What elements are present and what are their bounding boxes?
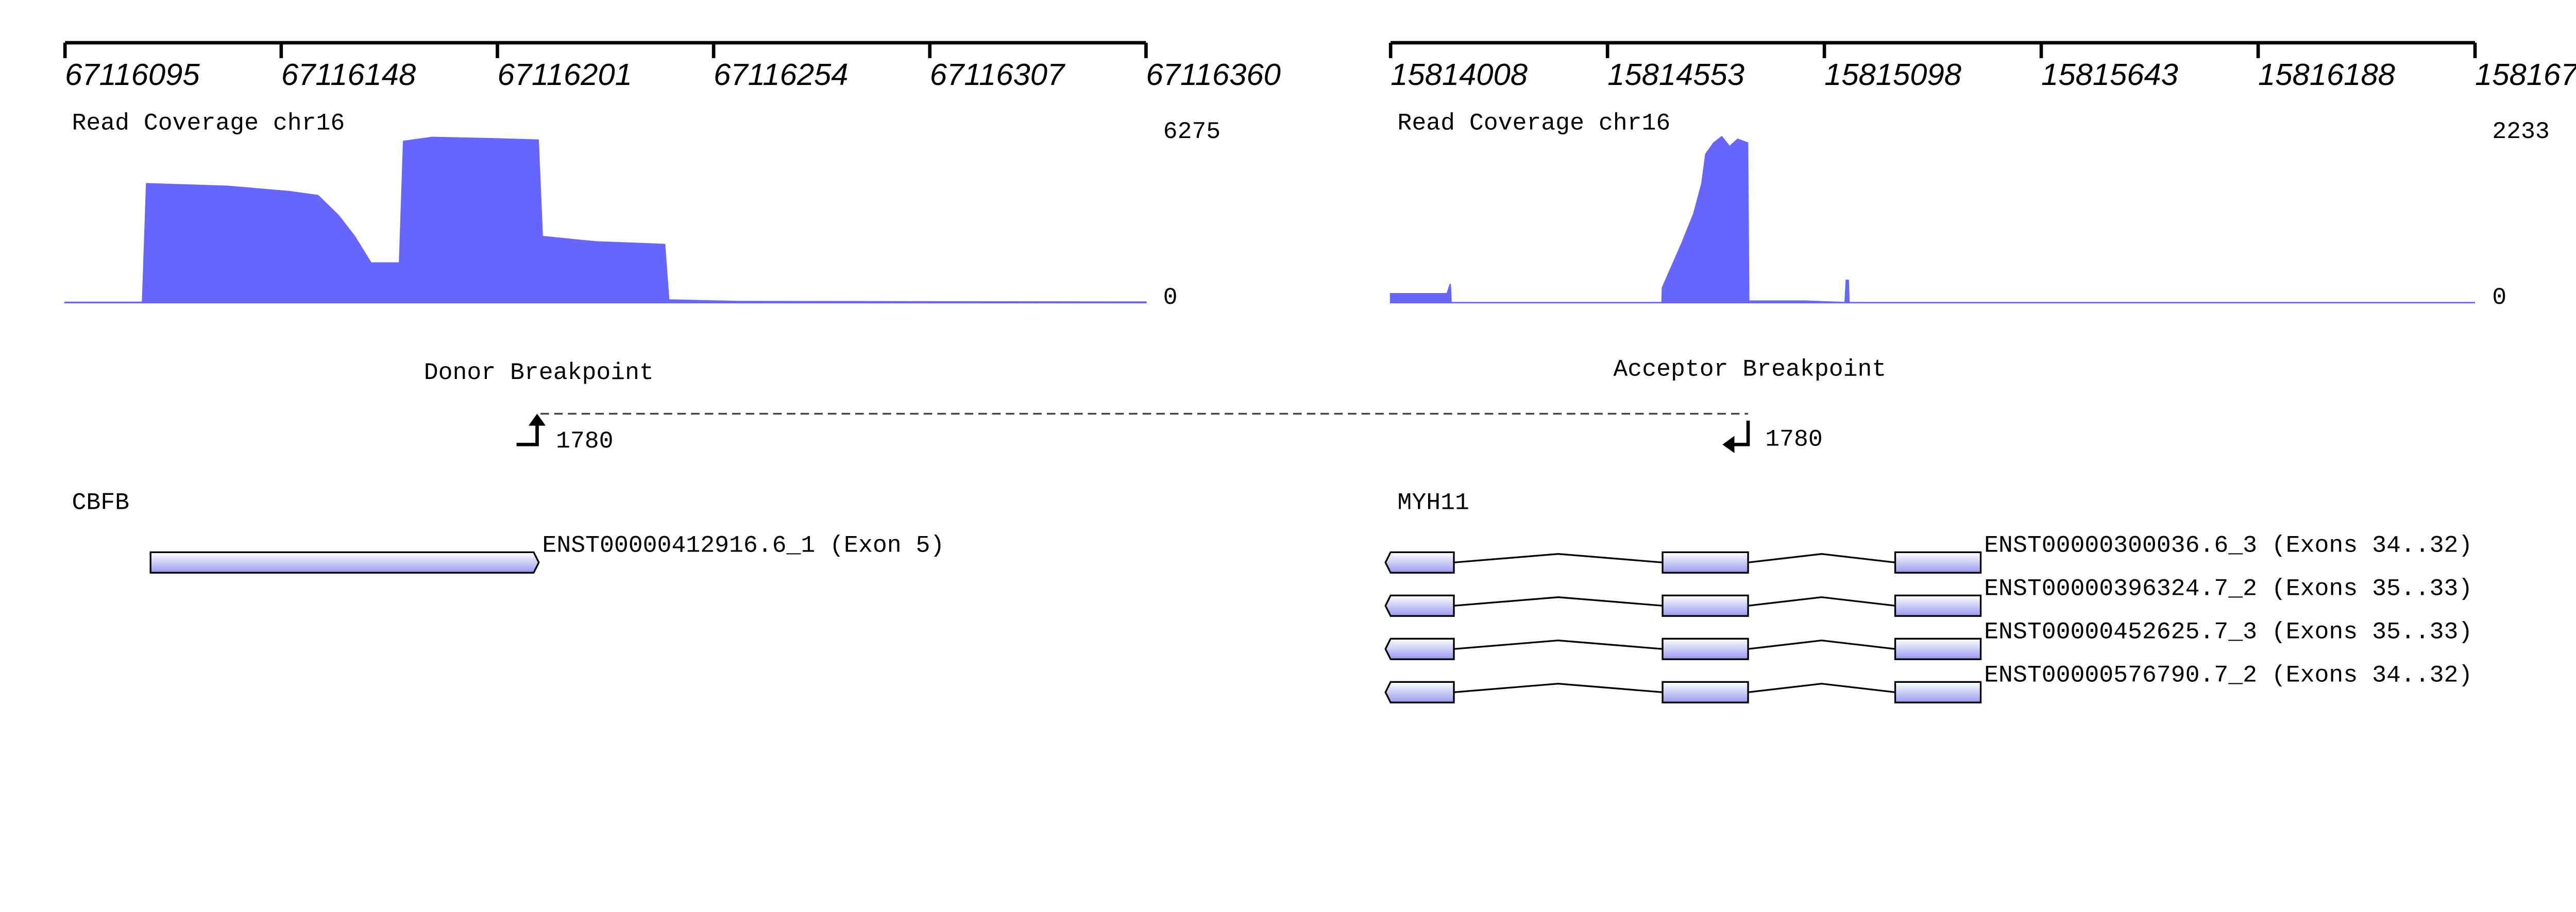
transcript-label: ENST00000452625.7_3 (Exons 35..33) (1984, 618, 2472, 645)
exon (1662, 594, 1749, 617)
x-tick-label: 15816733 (2475, 57, 2576, 92)
coverage-area (1389, 135, 2476, 304)
intron (1453, 596, 1663, 607)
x-tick-label: 67116095 (65, 57, 200, 92)
gene-name: CBFB (72, 489, 129, 516)
intron (1453, 682, 1663, 693)
breakpoint-label: Acceptor Breakpoint (1613, 355, 1886, 383)
intron (1453, 639, 1663, 650)
coverage-area (64, 136, 1147, 303)
exon (1384, 551, 1455, 574)
exon (1662, 551, 1749, 574)
exon (1384, 594, 1455, 617)
intron (1748, 553, 1895, 563)
transcript-label: ENST00000300036.6_3 (Exons 34..32) (1984, 531, 2472, 559)
coverage-title: Read Coverage chr16 (72, 109, 345, 136)
acceptor-arrow (1729, 420, 1750, 446)
intron (1748, 639, 1895, 650)
breakpoint-reads: 1780 (556, 427, 614, 455)
exon (1384, 638, 1455, 660)
exon (1662, 681, 1749, 703)
breakpoint-reads: 1780 (1765, 426, 1823, 453)
exon (1384, 681, 1455, 703)
intron (1453, 553, 1663, 563)
exon (1662, 638, 1749, 660)
x-tick-label: 15815098 (1824, 57, 1961, 92)
intron (1748, 682, 1895, 693)
transcript-label: ENST00000412916.6_1 (Exon 5) (542, 531, 944, 559)
exon (1894, 594, 1982, 617)
x-tick-label: 15816188 (2258, 57, 2395, 92)
y-tick-label: 6275 (1163, 118, 1221, 145)
transcript-label: ENST00000396324.7_2 (Exons 35..33) (1984, 575, 2472, 602)
breakpoint-label: Donor Breakpoint (424, 359, 654, 386)
exon (1894, 638, 1982, 660)
x-tick-label: 15814553 (1607, 57, 1744, 92)
coverage-title: Read Coverage chr16 (1397, 109, 1670, 136)
y-tick-label: 2233 (2492, 118, 2550, 145)
x-tick-label: 67116254 (714, 57, 848, 92)
x-tick-label: 67116307 (930, 57, 1066, 92)
y-tick-label: 0 (2492, 284, 2506, 311)
gene-name: MYH11 (1397, 489, 1469, 516)
transcript-label: ENST00000576790.7_2 (Exons 34..32) (1984, 661, 2472, 689)
intron (1748, 596, 1895, 607)
x-tick-label: 67116148 (281, 57, 416, 92)
exon (1894, 551, 1982, 574)
donor-arrowhead (528, 414, 546, 426)
exon (149, 551, 540, 574)
exon (1894, 681, 1982, 703)
y-tick-label: 0 (1163, 284, 1178, 311)
x-tick-label: 67116360 (1146, 57, 1280, 92)
x-tick-label: 67116201 (497, 57, 632, 92)
acceptor-arrowhead (1722, 436, 1735, 453)
donor-arrow (516, 419, 539, 446)
x-tick-label: 15814008 (1391, 57, 1528, 92)
x-tick-label: 15815643 (2041, 57, 2178, 92)
